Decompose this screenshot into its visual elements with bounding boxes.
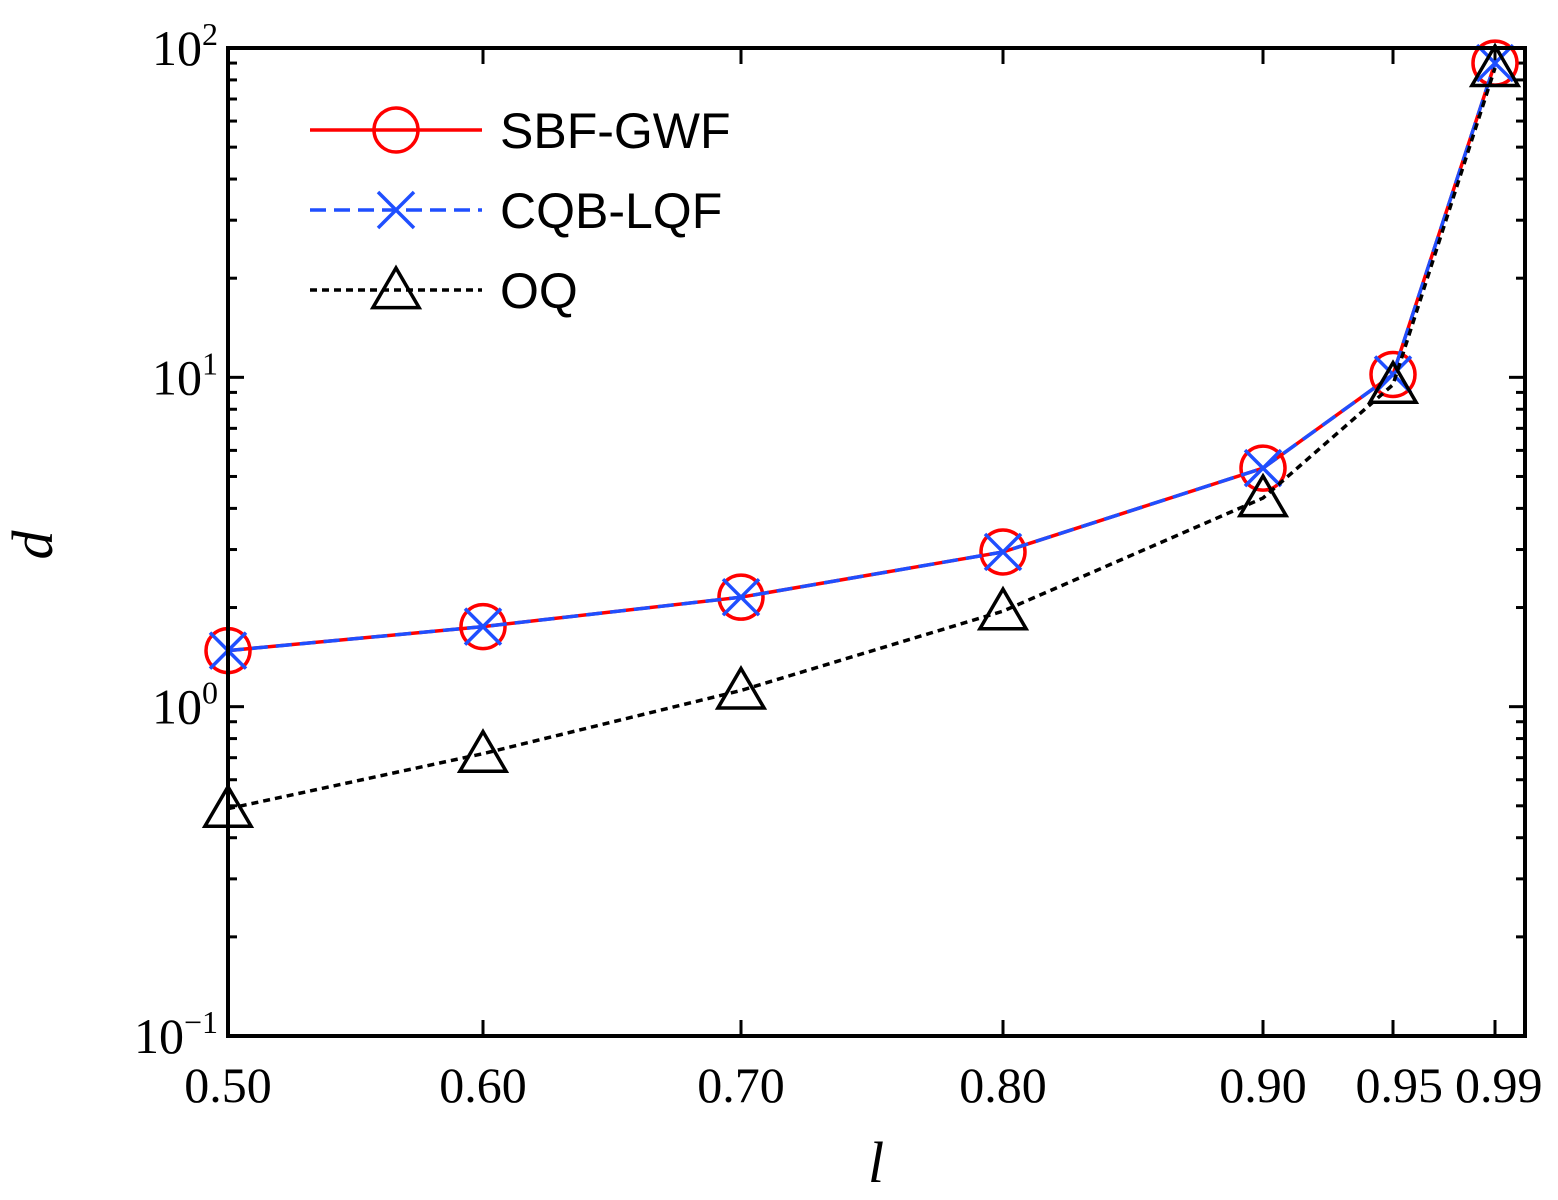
legend-label: CQB-LQF xyxy=(500,183,722,239)
y-tick-label: 10−1 xyxy=(134,1004,218,1064)
legend-label: OQ xyxy=(500,263,578,319)
y-tick-base: 10 xyxy=(152,349,202,405)
data-point xyxy=(1239,444,1287,492)
data-point xyxy=(717,573,765,621)
data-point xyxy=(979,528,1027,576)
data-point xyxy=(1475,43,1515,83)
x-axis-title: l xyxy=(868,1130,884,1195)
x-tick-label: 0.60 xyxy=(439,1057,527,1113)
legend-marker xyxy=(372,106,420,154)
data-point xyxy=(456,728,510,774)
legend-label: SBF-GWF xyxy=(500,103,731,159)
y-tick-exponent: 2 xyxy=(202,16,218,52)
legend-entry: SBF-GWF xyxy=(310,103,731,159)
y-tick-base: 10 xyxy=(152,679,202,735)
x-tick-label: 0.95 xyxy=(1356,1057,1444,1113)
data-point xyxy=(1243,448,1283,488)
y-tick-base: 10 xyxy=(134,1008,184,1064)
x-tick-label: 0.70 xyxy=(697,1057,785,1113)
legend-marker xyxy=(376,190,416,230)
y-tick-base: 10 xyxy=(152,20,202,76)
data-point xyxy=(983,532,1023,572)
legend-entry: OQ xyxy=(310,263,578,319)
plot-frame xyxy=(226,46,1527,1038)
series-cqb-lqf xyxy=(208,43,1515,670)
y-axis-title: d xyxy=(0,530,65,560)
data-point xyxy=(1366,359,1420,405)
data-point xyxy=(976,585,1030,631)
data-point xyxy=(463,607,503,646)
axis-ticks xyxy=(226,46,1525,1038)
x-tick-label: 0.50 xyxy=(184,1057,272,1113)
y-tick-exponent: −1 xyxy=(184,1004,218,1040)
legend-marker xyxy=(369,264,423,310)
legend: SBF-GWF CQB-LQF OQ xyxy=(310,103,731,319)
data-point xyxy=(721,577,761,617)
y-tick-exponent: 0 xyxy=(202,675,218,711)
series-line xyxy=(227,62,1497,653)
data-point xyxy=(714,664,768,710)
y-tick-label: 101 xyxy=(152,345,218,405)
y-tick-exponent: 1 xyxy=(202,345,218,381)
y-tick-label: 100 xyxy=(152,675,218,735)
data-point xyxy=(1468,42,1522,88)
x-tick-label: 0.80 xyxy=(959,1057,1047,1113)
legend-entry: CQB-LQF xyxy=(310,183,722,239)
x-tick-label: 0.99 xyxy=(1455,1057,1543,1113)
series-line xyxy=(227,62,1497,653)
y-tick-label: 102 xyxy=(152,16,218,76)
data-point xyxy=(459,602,507,651)
series-oq xyxy=(201,42,1522,829)
x-tick-label: 0.90 xyxy=(1219,1057,1307,1113)
series-layer xyxy=(201,39,1522,829)
data-point xyxy=(1369,350,1417,399)
data-point xyxy=(1236,472,1290,518)
